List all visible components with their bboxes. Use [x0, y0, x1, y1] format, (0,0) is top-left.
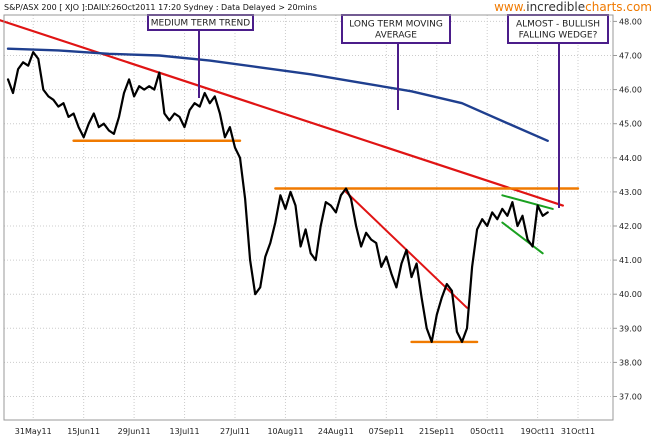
y-tick-label: 46.00: [619, 86, 642, 95]
x-tick-label: 13Jul11: [170, 427, 200, 436]
site-prefix: www.: [494, 0, 526, 14]
long-trendline-line: [0, 19, 564, 207]
y-tick-label: 38.00: [619, 358, 642, 367]
y-tick-label: 47.00: [619, 52, 642, 61]
wedge-lower-line: [501, 221, 544, 255]
falling-wedge-box: [507, 14, 609, 44]
medium-term-text: MEDIUM TERM TREND: [151, 19, 250, 29]
falling-wedge-text: FALLING WEDGE?: [519, 31, 598, 41]
y-tick-label: 48.00: [619, 17, 642, 26]
y-tick-label: 40.00: [619, 290, 642, 299]
y-tick-label: 42.00: [619, 222, 642, 231]
wedge-upper-line: [501, 194, 554, 210]
x-tick-label: 27Jul11: [220, 427, 250, 436]
axes: 37.00 38.00 39.00 40.00 41.00 42.00 43.00 44.00…: [15, 17, 642, 436]
site-suffix: charts.com: [585, 0, 652, 14]
x-tick-label: 05Oct11: [470, 427, 504, 436]
falling-wedge-text: ALMOST - BULLISH: [516, 20, 600, 30]
y-tick-label: 44.00: [619, 154, 642, 163]
chart-header: S&P/ASX 200 [ XJO ]:DAILY:26Oct2011 17:2…: [4, 3, 317, 12]
y-tick-label: 37.00: [619, 393, 642, 402]
long-term-ma-text: AVERAGE: [375, 31, 417, 41]
y-tick-label: 39.00: [619, 324, 642, 333]
y-tick-label: 43.00: [619, 188, 642, 197]
annotations: MEDIUM TERM TREND LONG TERM MOVINGAVERAGE…: [147, 14, 609, 208]
site-mid: incredible: [526, 0, 585, 14]
plot-area: [4, 15, 613, 420]
y-tick-label: 41.00: [619, 256, 642, 265]
x-tick-label: 19Oct11: [521, 427, 555, 436]
x-tick-label: 31Oct11: [561, 427, 595, 436]
series: [6, 47, 549, 343]
long-term-ma-text: LONG TERM MOVING: [349, 20, 443, 30]
x-tick-label: 07Sep11: [369, 427, 404, 436]
x-tick-label: 15Jun11: [67, 427, 100, 436]
x-tick-label: 29Jun11: [118, 427, 151, 436]
long-term-ma-box: [341, 14, 451, 44]
y-tick-label: 45.00: [619, 120, 642, 129]
x-tick-label: 24Aug11: [318, 427, 354, 436]
price-line: [6, 50, 549, 343]
plot-border: [3, 14, 614, 421]
x-tick-label: 31May11: [15, 427, 52, 436]
x-tick-label: 21Sep11: [419, 427, 454, 436]
x-tick-label: 10Aug11: [267, 427, 303, 436]
site-logo: www.incrediblecharts.com: [494, 0, 652, 14]
moving-average-line: [6, 47, 549, 143]
